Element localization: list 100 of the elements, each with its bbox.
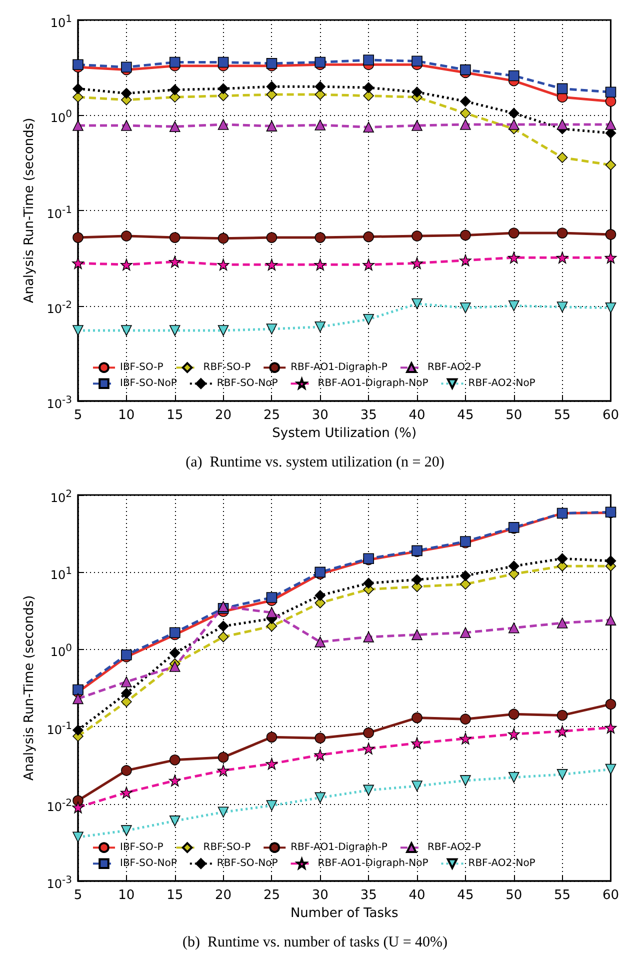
point (217, 764, 230, 776)
point (72, 232, 84, 243)
point (169, 648, 180, 658)
y-tick-label: 10$^{-2}$ (46, 298, 72, 318)
point (72, 325, 84, 336)
legend-label: RBF-SO-P (203, 362, 251, 374)
point (605, 229, 616, 240)
y-tick-label: 10$^{2}$ (50, 488, 72, 507)
point (121, 120, 132, 131)
point (604, 722, 617, 734)
x-axis-title: System Utilization (%) (272, 426, 417, 441)
point (266, 89, 278, 100)
point (363, 90, 374, 102)
point (362, 258, 374, 271)
point (362, 742, 374, 754)
point (314, 598, 326, 608)
point (169, 325, 180, 336)
point (314, 56, 326, 68)
x-tick-label: 45 (457, 408, 474, 423)
point (314, 636, 326, 648)
point (460, 64, 471, 76)
legend-label: RBF-AO2-P (427, 362, 481, 374)
point (314, 732, 326, 744)
point (556, 228, 568, 238)
point (168, 774, 181, 786)
legend-label: RBF-SO-NoP (216, 858, 278, 870)
point (72, 257, 84, 270)
point (72, 83, 84, 94)
point (363, 727, 374, 738)
point (460, 570, 471, 582)
point (556, 302, 568, 312)
point (412, 780, 422, 792)
x-axis-title: Number of Tasks (290, 906, 399, 921)
point (556, 83, 568, 94)
point (121, 325, 132, 336)
point (169, 232, 180, 243)
point (363, 122, 374, 133)
point (605, 556, 616, 566)
point (314, 792, 326, 804)
legend-label: RBF-AO1-Digraph-P (290, 362, 388, 374)
point (508, 252, 520, 264)
point (218, 632, 229, 642)
point (508, 119, 520, 130)
point (314, 120, 326, 130)
point (314, 258, 326, 271)
point (314, 590, 326, 601)
point (556, 710, 568, 721)
point (72, 724, 84, 736)
point (266, 607, 278, 618)
point (412, 120, 422, 131)
point (460, 254, 472, 266)
y-tick-label: 10$^{-3}$ (46, 394, 72, 413)
point (121, 230, 132, 242)
point (412, 712, 422, 724)
point (363, 784, 374, 796)
point (72, 795, 84, 806)
y-axis-title: Analysis Run-Time (seconds) (22, 595, 37, 781)
point (556, 769, 568, 780)
point (218, 620, 229, 632)
point (460, 230, 471, 241)
point (121, 765, 132, 776)
x-tick-label: 35 (360, 408, 377, 423)
x-tick-label: 40 (408, 888, 426, 903)
point (363, 231, 374, 242)
point (556, 152, 568, 163)
x-tick-label: 45 (457, 888, 474, 903)
legend-label: RBF-AO1-Digraph-NoP (318, 858, 428, 870)
legend-label: RBF-SO-NoP (216, 378, 278, 390)
point (508, 772, 520, 783)
point (508, 728, 520, 740)
x-tick-label: 35 (360, 888, 377, 903)
point (72, 59, 84, 70)
point (460, 96, 471, 107)
point (508, 108, 520, 119)
point (556, 252, 568, 264)
point (412, 56, 422, 67)
y-tick-label: 10$^{-1}$ (46, 204, 72, 222)
x-tick-label: 15 (166, 888, 184, 903)
point (605, 764, 616, 775)
legend-label: RBF-AO2-NoP (468, 378, 536, 390)
point (556, 553, 568, 564)
legend-label: IBF-SO-NoP (120, 378, 177, 390)
x-tick-label: 25 (263, 408, 280, 423)
x-tick-label: 5 (74, 408, 82, 423)
point (411, 257, 423, 270)
point (266, 732, 278, 743)
point (121, 88, 132, 99)
point (72, 120, 84, 131)
point (121, 696, 132, 708)
point (605, 698, 616, 710)
point (168, 256, 181, 268)
legend-label: RBF-AO2-NoP (468, 858, 536, 870)
point (605, 86, 616, 98)
point (217, 258, 230, 271)
point (169, 121, 180, 132)
y-tick-label: 10$^{-1}$ (46, 720, 72, 739)
y-axis-title: Analysis Run-Time (seconds) (22, 118, 37, 304)
point (121, 676, 132, 688)
point (218, 232, 229, 244)
point (460, 302, 471, 314)
